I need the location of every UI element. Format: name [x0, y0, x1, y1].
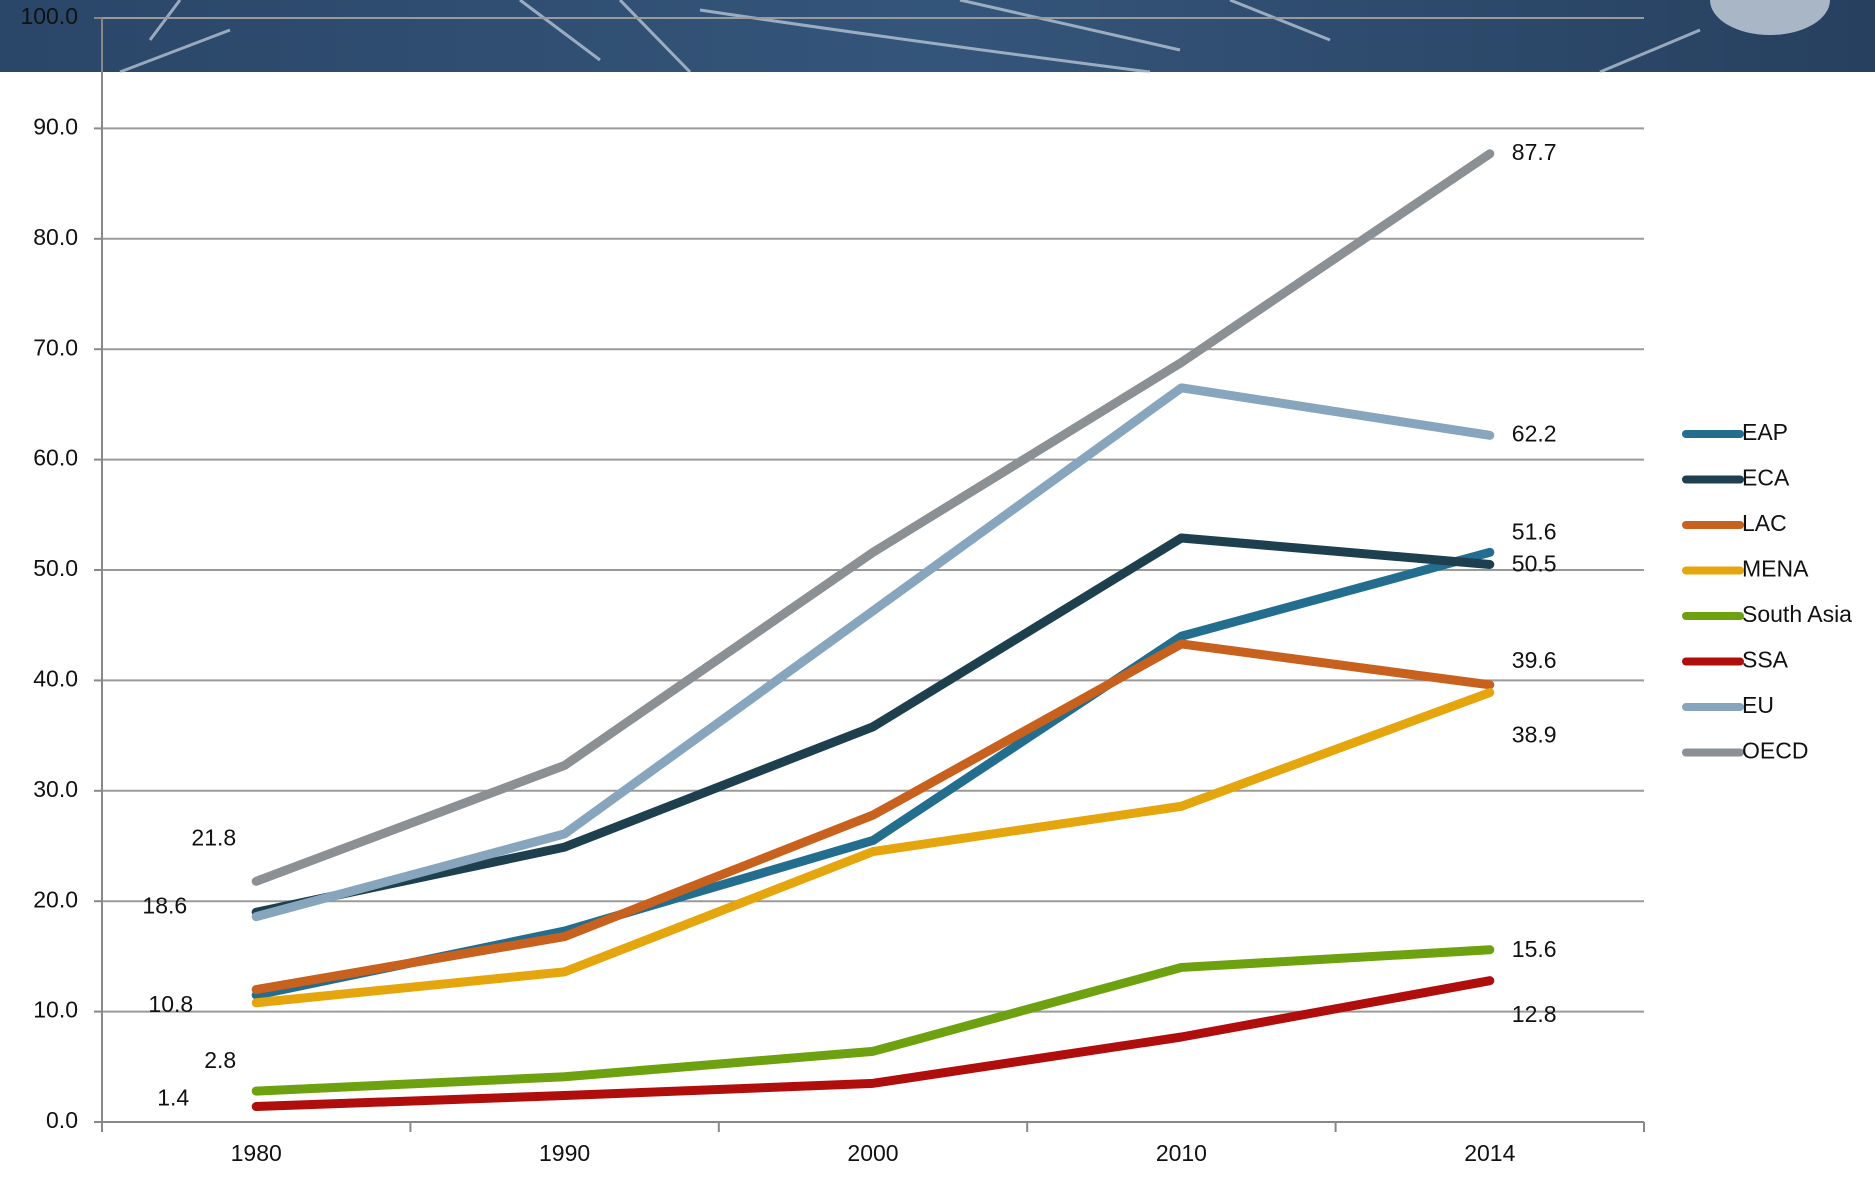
- y-tick-label: 90.0: [33, 113, 78, 139]
- data-label: 87.7: [1512, 139, 1557, 165]
- series-line: [251, 688, 1495, 1008]
- data-label: 2.8: [204, 1047, 236, 1073]
- series-line: [251, 383, 1495, 922]
- banner: [0, 0, 1875, 74]
- x-tick-label: 2010: [1156, 1140, 1207, 1166]
- legend-label: LAC: [1742, 510, 1787, 536]
- data-label: 10.8: [148, 991, 193, 1017]
- legend-label: EU: [1742, 692, 1774, 718]
- series-line: [251, 149, 1495, 886]
- legend-label: ECA: [1742, 465, 1790, 491]
- y-tick-label: 70.0: [33, 334, 78, 360]
- y-tick-label: 60.0: [33, 445, 78, 471]
- y-tick-label: 30.0: [33, 776, 78, 802]
- data-label: 38.9: [1512, 722, 1557, 748]
- y-tick-label: 100.0: [20, 3, 78, 29]
- series-line: [251, 945, 1495, 1096]
- data-label: 62.2: [1512, 420, 1557, 446]
- legend-label: MENA: [1742, 556, 1809, 582]
- data-label: 51.6: [1512, 518, 1557, 544]
- x-tick-label: 2014: [1464, 1140, 1515, 1166]
- legend-label: OECD: [1742, 738, 1808, 764]
- data-label: 1.4: [157, 1085, 189, 1111]
- y-tick-label: 50.0: [33, 555, 78, 581]
- series-line: [251, 976, 1495, 1112]
- data-label: 12.8: [1512, 1001, 1557, 1027]
- series-line: [251, 533, 1495, 917]
- x-tick-label: 2000: [847, 1140, 898, 1166]
- y-tick-label: 40.0: [33, 665, 78, 691]
- x-tick-label: 1990: [539, 1140, 590, 1166]
- series-line: [251, 639, 1495, 995]
- y-tick-label: 20.0: [33, 886, 78, 912]
- data-label: 18.6: [142, 893, 187, 919]
- y-tick-label: 0.0: [46, 1107, 78, 1133]
- legend-label: EAP: [1742, 419, 1788, 445]
- series-line: [251, 547, 1495, 1000]
- data-label: 21.8: [191, 824, 236, 850]
- legend-label: SSA: [1742, 647, 1789, 673]
- y-tick-label: 10.0: [33, 997, 78, 1023]
- data-label: 50.5: [1512, 551, 1557, 577]
- legend-label: South Asia: [1742, 601, 1852, 627]
- data-label: 39.6: [1512, 647, 1557, 673]
- data-label: 15.6: [1512, 936, 1557, 962]
- x-tick-label: 1980: [231, 1140, 282, 1166]
- y-tick-label: 80.0: [33, 224, 78, 250]
